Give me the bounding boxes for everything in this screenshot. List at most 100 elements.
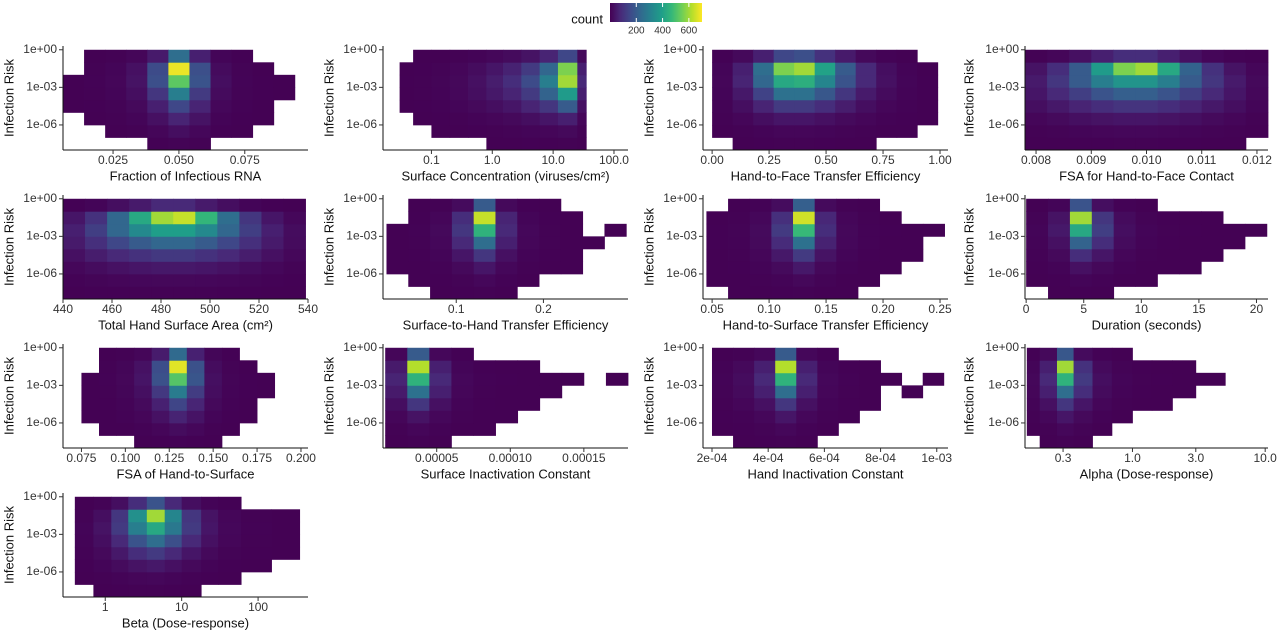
heatmap-cell (557, 112, 578, 126)
heatmap-cell (540, 348, 562, 361)
heatmap-cell (129, 273, 152, 287)
heatmap-cell (560, 223, 584, 237)
heatmap-cell (771, 198, 794, 212)
heatmap-cell (85, 261, 108, 275)
heatmap-cell (201, 546, 219, 560)
y-tick-label: 1e+00 (23, 42, 57, 56)
heatmap-cell (1039, 435, 1058, 449)
heatmap-cell (495, 236, 518, 250)
heatmap-cell (495, 385, 519, 399)
heatmap-cell (1113, 261, 1136, 275)
heatmap-cell (495, 223, 518, 237)
heatmap-cell (1246, 137, 1268, 150)
heatmap-cell (1026, 286, 1048, 299)
heatmap-cell (385, 385, 408, 399)
heatmap-cell (221, 410, 240, 424)
heatmap-cell (706, 286, 728, 299)
colorbar-tick-label: 400 (654, 26, 671, 37)
heatmap-cell (1113, 87, 1136, 101)
heatmap-cell (876, 62, 898, 76)
heatmap-cell (880, 372, 903, 386)
heatmap-cell (451, 273, 475, 287)
heatmap-cell (1223, 261, 1245, 274)
heatmap-cell (495, 397, 519, 411)
heatmap-cell (413, 112, 432, 126)
heatmap-cell (917, 137, 938, 150)
heatmap-cell (81, 385, 100, 399)
heatmap-cell (859, 360, 881, 374)
heatmap-cell (1048, 236, 1071, 250)
heatmap-cell (271, 534, 301, 548)
heatmap-cell (468, 62, 487, 76)
heatmap-cell (1025, 87, 1048, 101)
heatmap-cell (604, 261, 626, 274)
heatmap-cell (468, 112, 487, 126)
heatmap-cell (749, 223, 772, 237)
heatmap-cell (502, 74, 522, 88)
heatmap-cell (732, 124, 754, 138)
heatmap-cell (486, 74, 504, 88)
heatmap-cell (408, 236, 431, 250)
heatmap-cell (855, 62, 877, 76)
heatmap-cell (429, 410, 452, 424)
heatmap-cell (407, 385, 430, 399)
heatmap-cell (814, 248, 837, 262)
heatmap-cell (577, 112, 587, 126)
x-tick-label: 0.011 (1187, 153, 1216, 167)
heatmap-cell (181, 496, 202, 510)
heatmap-cell (164, 559, 183, 573)
heatmap-cell (204, 410, 223, 424)
heatmap-cell (1201, 248, 1224, 262)
heatmap-cell (473, 236, 496, 250)
heatmap-cell (164, 571, 183, 585)
heatmap-cell (283, 223, 306, 237)
heatmap-cell (431, 137, 450, 150)
heatmap-cell (923, 274, 945, 287)
heatmap-cell (386, 274, 408, 287)
heatmap-cell (261, 286, 284, 300)
heatmap-cell (1048, 211, 1071, 225)
heatmap-cell (583, 249, 605, 262)
heatmap-cell (754, 422, 776, 436)
heatmap-cell (105, 49, 127, 63)
heatmap-cell (1179, 112, 1203, 126)
heatmap-cell (195, 223, 218, 237)
heatmap-cell (252, 99, 275, 113)
heatmap-cell (1091, 49, 1114, 63)
heatmap-cell (134, 422, 153, 436)
heatmap-cell (753, 87, 775, 101)
x-tick-label: 3.0 (1187, 451, 1204, 465)
heatmap-cell (386, 236, 409, 250)
heatmap-cell (796, 372, 818, 386)
heatmap-cell (1113, 211, 1136, 225)
heatmap-cell (257, 348, 275, 361)
heatmap-cell (753, 124, 775, 138)
heatmap-cell (74, 509, 94, 523)
x-tick-label: 0.00 (700, 153, 724, 167)
heatmap-cell (134, 347, 153, 361)
heatmap-cell (732, 62, 754, 76)
heatmap-cell (749, 236, 772, 250)
heatmap-cell (540, 398, 562, 411)
heatmap-cell (385, 360, 408, 374)
heatmap-cell (859, 435, 880, 448)
heatmap-cell (146, 521, 166, 535)
heatmap-cell (540, 423, 562, 436)
heatmap-cell (117, 435, 135, 448)
heatmap-cell (923, 348, 944, 361)
heatmap-cell (271, 521, 301, 535)
heatmap-cell (1179, 274, 1201, 287)
heatmap-cell (540, 360, 562, 373)
heatmap-cell (105, 124, 127, 138)
x-tick-label: 0.10 (757, 302, 781, 316)
heatmap-cell (577, 74, 587, 88)
panel: 1e+00 1e-03 1e-06 0.075 0.100 0.125 0.150 0.175… (1, 340, 316, 481)
y-tick-label: 1e-03 (346, 229, 377, 243)
heatmap-cell (557, 99, 578, 113)
heatmap-cell (400, 137, 414, 150)
heatmap-cell (81, 348, 99, 361)
y-tick-label: 1e-03 (26, 80, 57, 94)
heatmap-cell (204, 360, 223, 374)
x-tick-label: 0.15 (814, 302, 838, 316)
